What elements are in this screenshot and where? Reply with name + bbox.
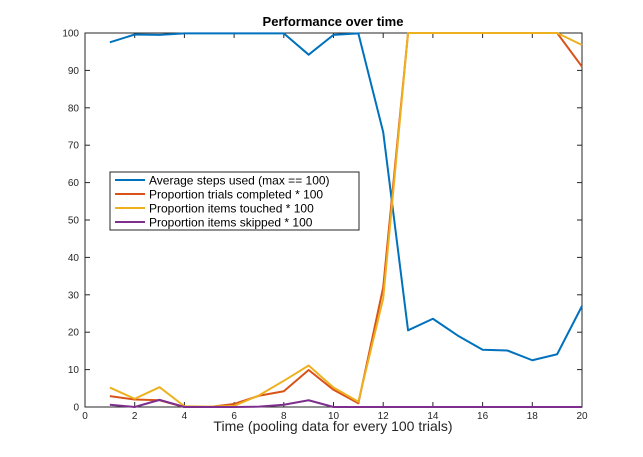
legend-label: Proportion items touched * 100 <box>149 202 314 216</box>
x-tick-label: 2 <box>132 411 138 422</box>
y-tick-label: 90 <box>68 66 80 77</box>
x-tick-label: 16 <box>477 411 489 422</box>
x-axis: 0 2 4 6 8 10 12 14 16 18 20 <box>82 33 588 422</box>
legend-box <box>109 171 360 231</box>
y-tick-label: 40 <box>68 253 80 264</box>
y-axis: 0 10 20 30 40 50 60 70 80 90 100 <box>62 29 582 414</box>
y-tick-label: 50 <box>68 216 80 227</box>
x-tick-label: 10 <box>328 411 340 422</box>
x-tick-label: 20 <box>576 411 588 422</box>
y-tick-label: 30 <box>68 290 80 301</box>
legend-label: Proportion trials completed * 100 <box>149 188 323 202</box>
y-tick-label: 0 <box>73 403 79 414</box>
x-tick-label: 18 <box>527 411 539 422</box>
y-tick-label: 100 <box>62 29 79 40</box>
series-lines <box>109 32 583 408</box>
series-line-1 <box>109 32 583 362</box>
chart-title: Performance over time <box>263 14 404 29</box>
x-tick-label: 12 <box>378 411 390 422</box>
x-tick-label: 0 <box>82 411 88 422</box>
x-axis-label: Time (pooling data for every 100 trials) <box>213 418 452 434</box>
y-tick-label: 10 <box>68 365 80 376</box>
x-tick-label: 4 <box>182 411 188 422</box>
x-tick-label: 14 <box>427 411 439 422</box>
y-tick-label: 80 <box>68 103 80 114</box>
legend: Average steps used (max == 100)Proportio… <box>109 171 360 231</box>
legend-label: Proportion items skipped * 100 <box>149 216 313 230</box>
y-tick-label: 20 <box>68 328 80 339</box>
x-tick-label: 8 <box>281 411 287 422</box>
legend-label: Average steps used (max == 100) <box>149 174 330 188</box>
series-line-4 <box>109 398 582 408</box>
y-tick-label: 70 <box>68 141 80 152</box>
y-tick-label: 60 <box>68 178 80 189</box>
x-tick-label: 6 <box>231 411 237 422</box>
